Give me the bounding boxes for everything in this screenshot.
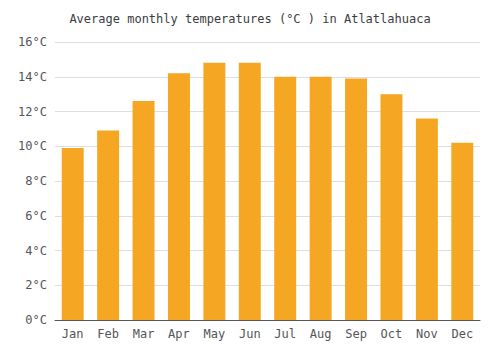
svg-text:0°C: 0°C — [25, 313, 47, 327]
svg-text:Mar: Mar — [133, 327, 155, 341]
svg-text:Aug: Aug — [310, 327, 332, 341]
svg-text:8°C: 8°C — [25, 174, 47, 188]
svg-text:Nov: Nov — [416, 327, 438, 341]
svg-text:Dec: Dec — [451, 327, 473, 341]
svg-text:Jun: Jun — [239, 327, 261, 341]
svg-text:10°C: 10°C — [18, 139, 47, 153]
svg-text:4°C: 4°C — [25, 244, 47, 258]
svg-text:Feb: Feb — [97, 327, 119, 341]
svg-text:12°C: 12°C — [18, 105, 47, 119]
svg-text:Jul: Jul — [274, 327, 296, 341]
svg-text:Jan: Jan — [62, 327, 84, 341]
svg-text:2°C: 2°C — [25, 278, 47, 292]
svg-text:Sep: Sep — [345, 327, 367, 341]
svg-text:Average monthly temperatures (: Average monthly temperatures (°C ) in At… — [69, 12, 430, 26]
svg-text:Apr: Apr — [168, 327, 190, 341]
svg-text:Oct: Oct — [381, 327, 403, 341]
svg-text:14°C: 14°C — [18, 70, 47, 84]
svg-text:May: May — [204, 327, 226, 341]
svg-text:6°C: 6°C — [25, 209, 47, 223]
svg-text:16°C: 16°C — [18, 35, 47, 49]
